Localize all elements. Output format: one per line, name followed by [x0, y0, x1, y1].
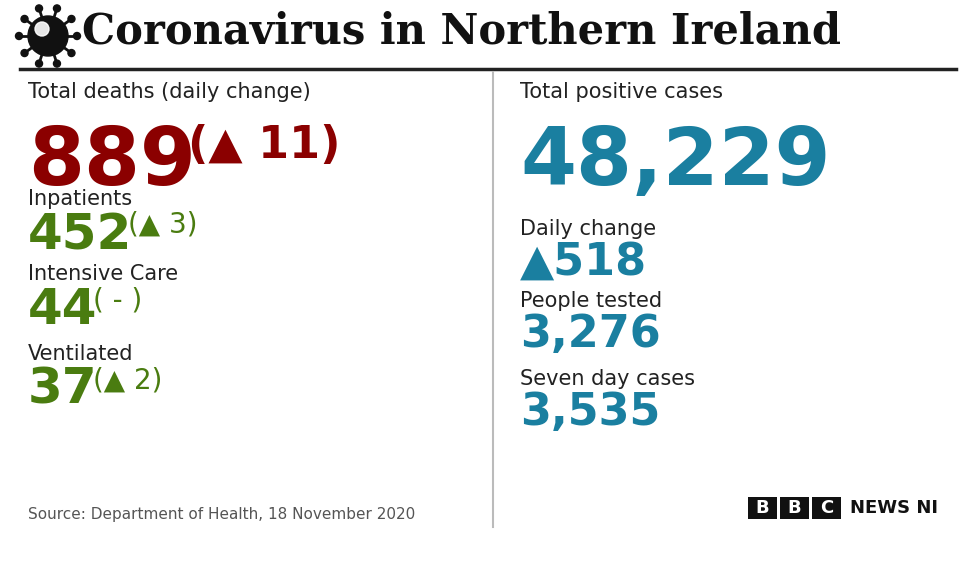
- Text: 452: 452: [28, 211, 133, 259]
- Circle shape: [35, 60, 43, 67]
- Text: (▲ 2): (▲ 2): [93, 366, 162, 394]
- Text: 3,535: 3,535: [520, 391, 661, 434]
- Text: Seven day cases: Seven day cases: [520, 369, 695, 389]
- Text: 48,229: 48,229: [520, 124, 831, 202]
- Text: 37: 37: [28, 366, 98, 414]
- Text: NEWS NI: NEWS NI: [850, 499, 938, 517]
- Text: Ventilated: Ventilated: [28, 344, 134, 364]
- Text: People tested: People tested: [520, 291, 662, 311]
- Text: ▲518: ▲518: [520, 241, 647, 284]
- Text: C: C: [820, 499, 834, 517]
- Circle shape: [21, 50, 28, 57]
- Text: Total deaths (daily change): Total deaths (daily change): [28, 82, 310, 102]
- Circle shape: [54, 60, 61, 67]
- Text: Inpatients: Inpatients: [28, 189, 132, 209]
- Text: Source: Department of Health, 18 November 2020: Source: Department of Health, 18 Novembe…: [28, 507, 415, 522]
- Circle shape: [68, 16, 75, 23]
- Circle shape: [21, 16, 28, 23]
- Circle shape: [28, 16, 68, 56]
- Circle shape: [73, 32, 80, 39]
- Circle shape: [68, 50, 75, 57]
- FancyBboxPatch shape: [812, 497, 841, 519]
- Text: Daily change: Daily change: [520, 219, 656, 239]
- Circle shape: [54, 5, 61, 12]
- Text: 889: 889: [28, 124, 196, 202]
- Text: Coronavirus in Northern Ireland: Coronavirus in Northern Ireland: [82, 10, 841, 52]
- FancyBboxPatch shape: [780, 497, 809, 519]
- Text: B: B: [788, 499, 801, 517]
- Text: (▲ 11): (▲ 11): [188, 124, 341, 167]
- Text: 3,276: 3,276: [520, 313, 661, 356]
- Circle shape: [35, 22, 49, 36]
- Text: 44: 44: [28, 286, 98, 334]
- Text: B: B: [755, 499, 769, 517]
- Circle shape: [35, 5, 43, 12]
- Text: Intensive Care: Intensive Care: [28, 264, 179, 284]
- Circle shape: [16, 32, 22, 39]
- Text: (▲ 3): (▲ 3): [128, 211, 197, 239]
- Text: Total positive cases: Total positive cases: [520, 82, 723, 102]
- FancyBboxPatch shape: [748, 497, 777, 519]
- Text: ( - ): ( - ): [93, 286, 142, 314]
